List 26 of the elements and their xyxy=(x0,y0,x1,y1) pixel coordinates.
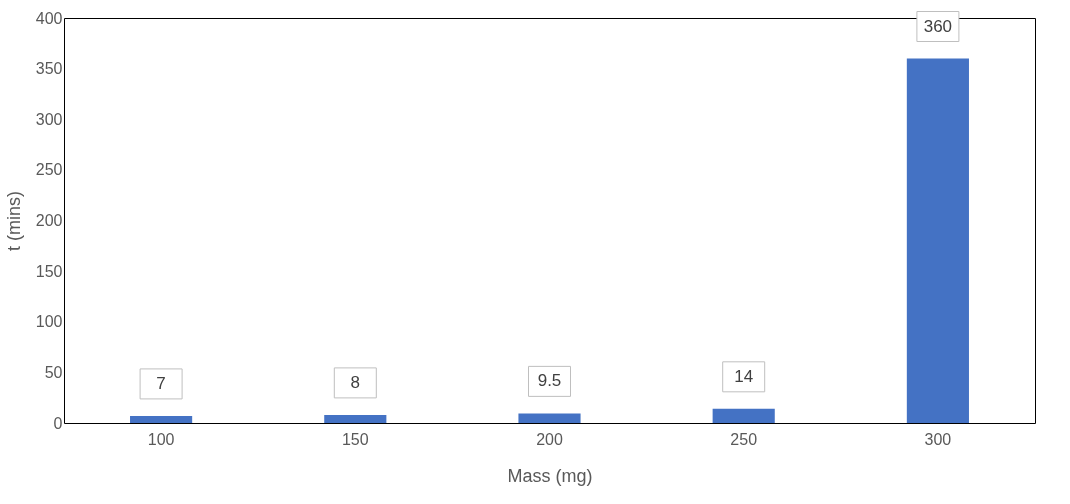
x-tick-label: 200 xyxy=(536,430,563,448)
data-label: 7 xyxy=(156,373,166,393)
y-tick-label: 200 xyxy=(35,212,63,229)
y-tick-label: 0 xyxy=(53,414,63,432)
y-tick-label: 400 xyxy=(35,9,63,27)
x-axis-title: Mass (mg) xyxy=(507,465,593,486)
bar xyxy=(712,408,775,423)
y-tick-label: 150 xyxy=(35,262,63,280)
data-label: 14 xyxy=(734,366,754,386)
x-tick-label: 150 xyxy=(341,430,369,448)
x-tick-label: 100 xyxy=(147,430,175,448)
y-axis-title: t (mins) xyxy=(3,191,24,251)
bar xyxy=(324,414,387,423)
y-tick-label: 350 xyxy=(35,60,63,78)
bar xyxy=(518,413,581,423)
y-tick-label: 50 xyxy=(44,363,63,381)
x-tick-label: 250 xyxy=(730,430,758,448)
data-label: 9.5 xyxy=(537,371,562,391)
x-tick-label: 300 xyxy=(924,430,952,448)
data-label: 360 xyxy=(923,16,953,36)
y-tick-label: 100 xyxy=(35,313,63,331)
y-tick-label: 300 xyxy=(35,110,63,128)
y-tick-label: 250 xyxy=(35,161,63,179)
data-label: 8 xyxy=(350,372,361,392)
bar xyxy=(906,58,969,423)
bar xyxy=(130,415,193,423)
